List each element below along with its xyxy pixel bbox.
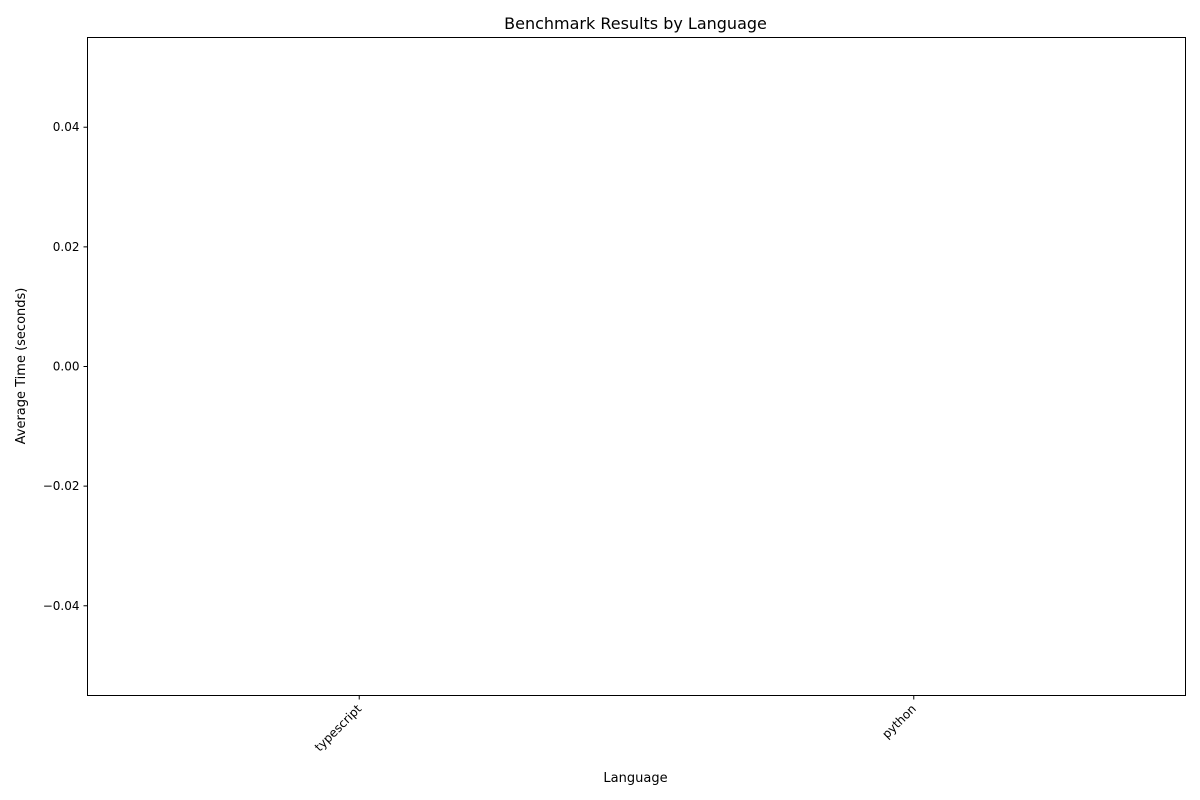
- x-axis-title: Language: [603, 771, 667, 786]
- plot-area-frame: [87, 37, 1186, 696]
- y-tick-label: 0.04: [53, 120, 80, 134]
- y-tick-label: −0.04: [43, 599, 80, 613]
- chart-title: Benchmark Results by Language: [504, 14, 767, 33]
- y-tick-label: 0.02: [53, 240, 80, 254]
- y-tick-label: −0.02: [43, 479, 80, 493]
- x-tick-label: python: [879, 702, 919, 742]
- x-tick-label: typescript: [312, 702, 365, 755]
- y-axis: −0.04 −0.02 0.00 0.02 0.04: [43, 120, 88, 613]
- y-axis-title: Average Time (seconds): [14, 288, 29, 445]
- x-axis: typescript python: [312, 695, 919, 755]
- y-tick-label: 0.00: [53, 360, 80, 374]
